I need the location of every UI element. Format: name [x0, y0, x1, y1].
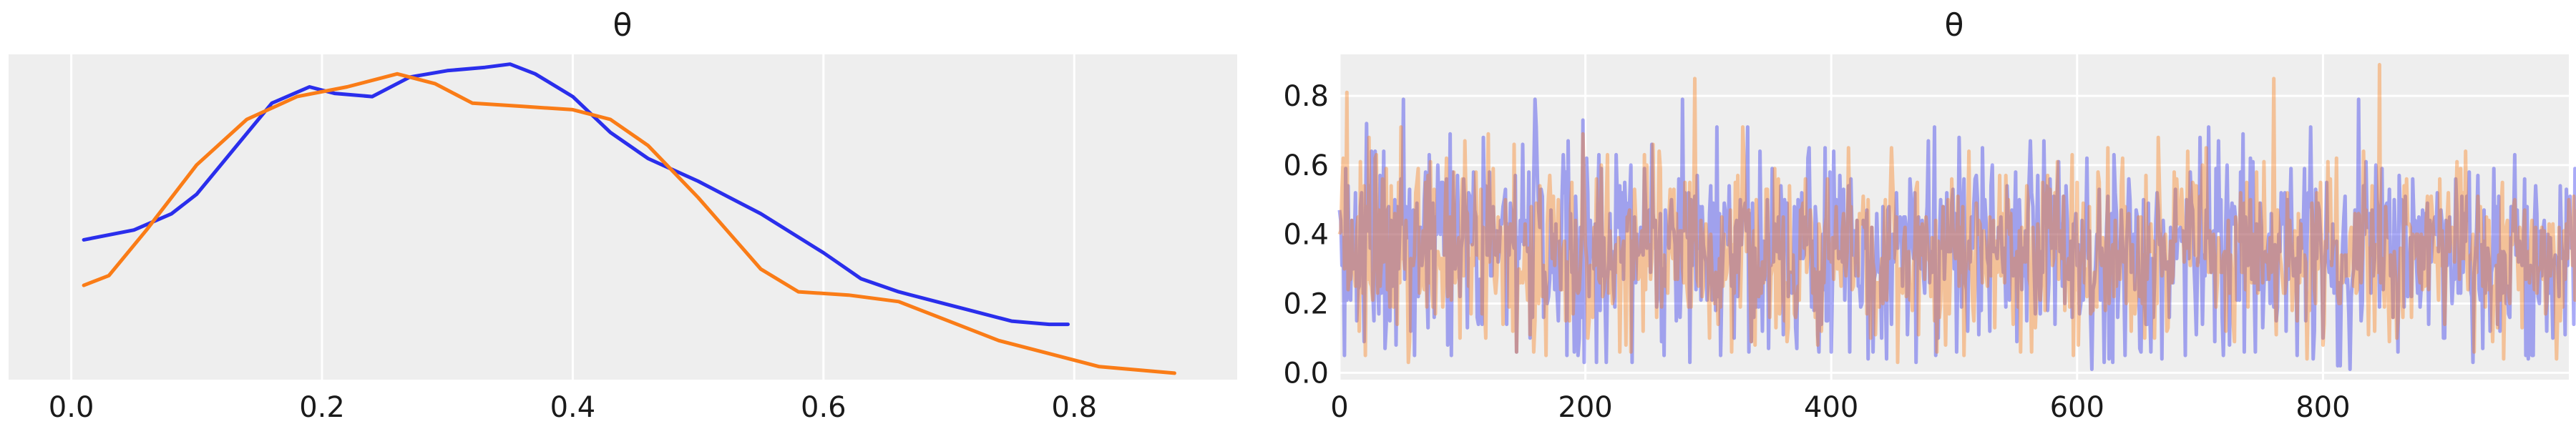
trace-x-tick-label: 200 [1558, 391, 1612, 424]
density-x-ticks: 0.0 0.2 0.4 0.6 0.8 [49, 391, 1097, 424]
trace-y-tick-label: 0.4 [1283, 219, 1329, 252]
trace-panel: 0 200 400 600 800 0.0 0.2 0.4 0.6 0.8 θ [1283, 7, 2576, 424]
trace-grid [1338, 54, 2569, 380]
trace-x-ticks: 0 200 400 600 800 [1330, 391, 2350, 424]
trace-x-tick-label: 800 [2296, 391, 2350, 424]
trace-y-tick-label: 0.2 [1283, 288, 1329, 321]
trace-y-tick-label: 0.8 [1283, 80, 1329, 113]
density-x-tick-label: 0.4 [550, 391, 596, 424]
density-x-tick-label: 0.8 [1051, 391, 1097, 424]
trace-x-tick-label: 600 [2050, 391, 2104, 424]
density-x-tick-label: 0.2 [299, 391, 345, 424]
trace-title: θ [1945, 7, 1964, 44]
density-plot-area [9, 54, 1237, 380]
trace-plot-area [1340, 54, 2569, 380]
density-x-tick-label: 0.6 [801, 391, 847, 424]
density-title: θ [613, 7, 633, 44]
trace-y-tick-label: 0.0 [1283, 357, 1329, 390]
trace-line-chain-0 [1337, 97, 2576, 371]
trace-series [1337, 63, 2576, 371]
trace-y-tick-label: 0.6 [1283, 149, 1329, 182]
density-series [82, 62, 1176, 375]
trace-line-chain-1 [1337, 63, 2576, 365]
trace-y-ticks: 0.0 0.2 0.4 0.6 0.8 [1283, 80, 1329, 390]
density-panel: 0.0 0.2 0.4 0.6 0.8 θ [9, 7, 1237, 424]
trace-x-tick-label: 400 [1804, 391, 1858, 424]
density-line-chain-1 [82, 72, 1176, 375]
density-line-chain-0 [82, 62, 1070, 327]
density-x-tick-label: 0.0 [49, 391, 94, 424]
trace-x-tick-label: 0 [1330, 391, 1348, 424]
